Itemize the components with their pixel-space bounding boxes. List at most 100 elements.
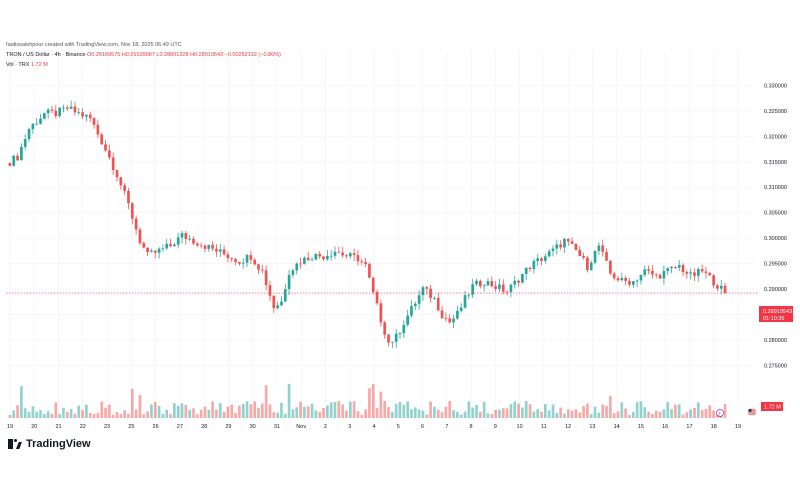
volume-bar: [173, 403, 176, 418]
candle-body: [486, 281, 490, 286]
volume-bar: [651, 413, 654, 418]
volume-bar: [712, 410, 715, 418]
volume-bar: [35, 411, 39, 418]
volume-bar: [348, 401, 352, 418]
candle-body: [138, 229, 142, 244]
event-marker-icon[interactable]: ƒ: [716, 409, 724, 417]
volume-bar: [100, 401, 104, 418]
volume-bar: [658, 411, 662, 418]
candle-body: [96, 124, 100, 135]
candle-body: [195, 243, 199, 246]
price-axis[interactable]: 0.330000 0.325000 0.320000 0.315000 0.310000…: [764, 83, 787, 369]
volume-bar: [218, 403, 222, 418]
volume-legend[interactable]: Vol · TRX 1.72 M: [6, 62, 48, 68]
svg-text:ƒ: ƒ: [718, 411, 721, 416]
volume-bar: [513, 401, 517, 418]
volume-bar: [180, 403, 184, 418]
volume-bar: [287, 383, 291, 418]
candle-body: [77, 112, 81, 114]
volume-bar: [413, 407, 417, 418]
volume-bar: [643, 407, 647, 418]
candle-body: [326, 256, 329, 260]
volume-bar: [605, 405, 608, 418]
candle-body: [429, 288, 432, 299]
candle-body: [490, 281, 494, 287]
volume-bar: [245, 401, 249, 418]
volume-bar: [73, 413, 77, 418]
candle-body: [257, 264, 260, 270]
volume-bar: [517, 403, 520, 418]
x-tick-label: 10: [517, 424, 523, 430]
candle-body: [643, 269, 647, 275]
volume-bar: [681, 414, 685, 418]
x-tick-label: 25: [128, 424, 134, 430]
volume-bar: [440, 412, 444, 418]
candle-body: [245, 255, 249, 263]
volume-bar: [184, 404, 188, 418]
time-axis[interactable]: 19 20 21 22 23 25 26 27 28 29 30 31 Nov 2 3 4 5 6 7 8 9 10 11 1…: [7, 424, 741, 430]
volume-bar: [639, 401, 643, 418]
volume-bar: [85, 404, 88, 418]
x-tick-label: 21: [55, 424, 61, 430]
candle-body: [218, 249, 222, 252]
volume-value: 1.72 M: [30, 62, 48, 68]
y-tick-label: 0.290000: [764, 287, 787, 293]
volume-bar: [501, 408, 505, 418]
candle-body: [188, 238, 192, 240]
candle-body: [532, 261, 536, 269]
symbol-line[interactable]: TRON / US Dollar · 4h · Binance O0.29169…: [6, 52, 281, 58]
volume-bar: [241, 404, 245, 418]
volume-bar: [207, 409, 211, 418]
candle-body: [238, 261, 241, 264]
volume-tag: 1.72 M: [764, 405, 781, 411]
candle-body: [536, 258, 540, 262]
volume-bar: [368, 388, 371, 418]
candle-body: [517, 280, 520, 283]
candle-body: [119, 177, 123, 186]
candle-body: [203, 245, 207, 249]
candle-body: [20, 146, 23, 161]
y-tick-label: 0.280000: [764, 338, 787, 344]
candle-body: [456, 311, 459, 319]
candle-body: [8, 162, 12, 166]
candle-body: [92, 118, 96, 125]
volume-bar: [421, 410, 425, 418]
candle-body: [681, 264, 685, 273]
tradingview-logo[interactable]: TradingView: [8, 438, 91, 450]
volume-bar: [456, 412, 459, 418]
candle-body: [540, 258, 543, 261]
volume-bar: [299, 401, 302, 418]
candlesticks: [8, 100, 727, 348]
volume-bar: [498, 409, 501, 418]
volume-bar: [708, 405, 712, 418]
volume-bar: [20, 386, 23, 418]
candle-body: [108, 150, 111, 158]
volume-bar: [410, 409, 413, 418]
volume-tag-bg: [761, 402, 783, 411]
candle-body: [521, 273, 524, 283]
symbol-title[interactable]: TRON / US Dollar · 4h · Binance: [6, 52, 86, 58]
candle-body: [150, 250, 153, 252]
candle-body: [693, 272, 696, 276]
volume-bar: [58, 414, 61, 418]
volume-bar: [130, 388, 134, 418]
volume-bar: [551, 404, 555, 418]
candle-body: [176, 237, 180, 245]
volume-bar: [146, 411, 149, 418]
volume-bar: [199, 409, 203, 418]
volume-bar: [176, 405, 180, 418]
volume-bar: [272, 412, 276, 418]
volume-bar: [303, 406, 306, 418]
candle-body: [39, 118, 42, 124]
candle-body: [333, 251, 337, 256]
volume-bar: [192, 408, 195, 418]
x-tick-label: 18: [711, 424, 717, 430]
volume-bar: [222, 411, 226, 418]
candle-body: [601, 245, 605, 252]
x-tick-label: 15: [638, 424, 644, 430]
candle-body: [348, 253, 352, 257]
volume-bar: [211, 401, 214, 418]
candle-body: [463, 295, 467, 308]
y-tick-label: 0.330000: [764, 83, 787, 89]
